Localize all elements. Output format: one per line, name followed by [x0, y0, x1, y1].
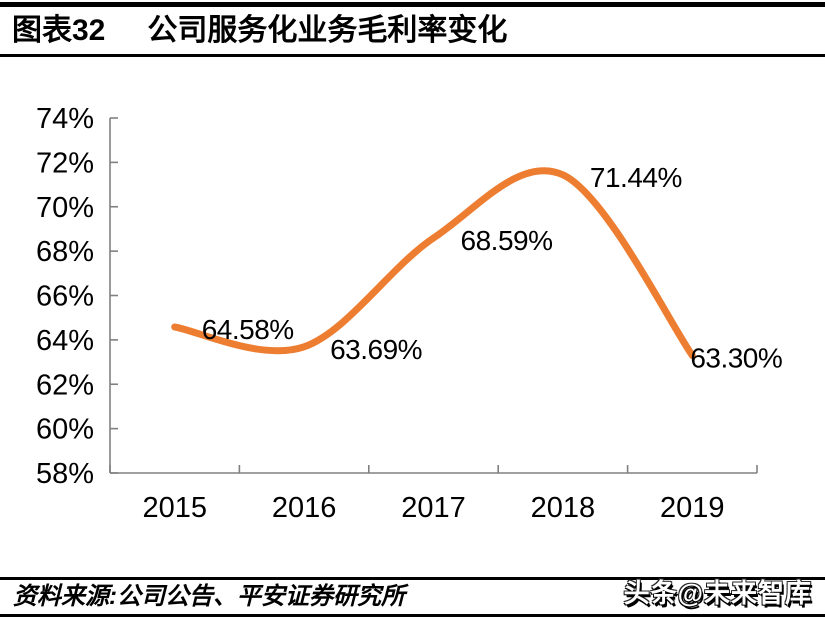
page-title: 公司服务化业务毛利率变化: [147, 14, 508, 47]
y-tick-label: 70%: [36, 192, 94, 224]
y-tick-label: 74%: [36, 103, 94, 135]
footer-bottom-rule: [0, 614, 825, 617]
y-tick-label: 66%: [36, 281, 94, 313]
y-tick-label: 68%: [36, 236, 94, 268]
watermark-text: 头条@未来智库: [623, 578, 812, 608]
x-tick-label: 2019: [660, 492, 725, 524]
data-point-label: 63.30%: [690, 342, 782, 373]
x-tick-label: 2018: [531, 492, 596, 524]
data-source-text: 资料来源:公司公告、平安证券研究所: [13, 583, 405, 610]
y-tick-label: 58%: [36, 458, 94, 490]
x-tick-label: 2015: [142, 492, 207, 524]
x-tick-label: 2017: [401, 492, 466, 524]
y-tick-label: 72%: [36, 147, 94, 179]
y-tick-label: 62%: [36, 369, 94, 401]
gross-margin-line-chart: 58% 60% 62% 64% 66% 68% 70% 72% 74% 2015 2016 2017 2…: [36, 103, 783, 524]
y-tick-label: 60%: [36, 414, 94, 446]
header-bottom-rule: [0, 54, 825, 57]
figure-number-label: 图表32: [12, 14, 106, 47]
chart-canvas: 58% 60% 62% 64% 66% 68% 70% 72% 74% 2015 2016 2017 2…: [36, 103, 783, 524]
data-point-label: 64.58%: [202, 314, 294, 345]
data-point-label: 71.44%: [590, 162, 682, 193]
figure-title-row: 图表32 公司服务化业务毛利率变化: [12, 14, 507, 48]
data-point-label: 63.69%: [330, 334, 422, 365]
x-tick-label: 2016: [272, 492, 337, 524]
y-tick-label: 64%: [36, 325, 94, 357]
margin-trend-line: [171, 167, 696, 359]
header-top-rule: [0, 2, 825, 7]
data-point-label: 68.59%: [461, 225, 553, 256]
footer-top-rule: [0, 577, 825, 580]
